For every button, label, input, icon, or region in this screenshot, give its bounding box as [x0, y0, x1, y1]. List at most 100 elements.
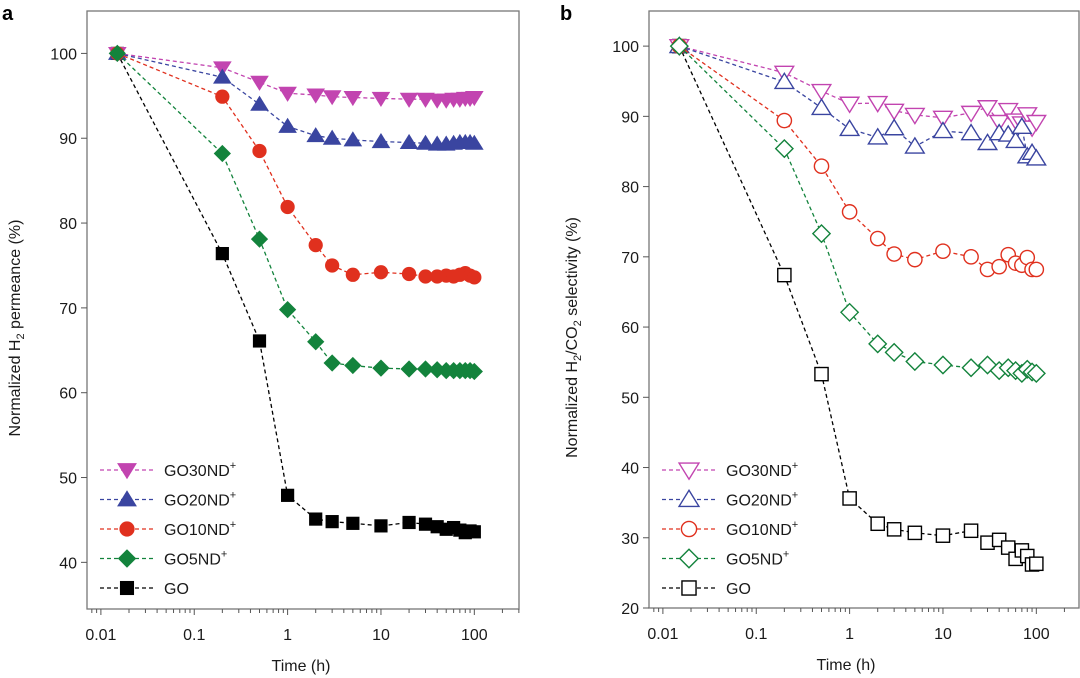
square-marker-icon	[119, 580, 135, 596]
series-go5nd	[669, 36, 1046, 384]
data-point	[322, 90, 342, 106]
series-go30nd	[668, 38, 1047, 138]
series-go	[672, 38, 1044, 572]
data-point	[374, 519, 388, 533]
x-tick-label: 0.01	[85, 627, 116, 644]
data-point	[933, 355, 953, 375]
triangle-down-marker-icon	[117, 463, 137, 480]
data-point	[960, 123, 982, 141]
data-point	[813, 158, 830, 175]
legend-label: GO20ND+	[726, 490, 798, 510]
x-tick-label: 100	[461, 627, 488, 644]
data-point	[810, 97, 833, 116]
circle-marker-icon	[680, 520, 698, 538]
legend-item: GO30ND+	[662, 460, 798, 481]
data-point	[343, 131, 363, 147]
panel-letter: b	[560, 3, 572, 25]
data-point	[213, 144, 231, 163]
data-point	[669, 36, 689, 56]
series-line	[678, 45, 1037, 375]
data-point	[307, 333, 325, 351]
data-point	[215, 89, 230, 104]
legend-item: GO	[662, 580, 751, 598]
data-point	[870, 516, 886, 532]
data-point	[467, 525, 481, 539]
data-point	[278, 117, 297, 133]
data-point	[814, 366, 829, 382]
data-point	[869, 230, 886, 247]
legend: GO30ND+ GO20ND+ GO10ND+ GO5ND+ GO	[100, 460, 236, 598]
data-point	[886, 246, 902, 262]
data-point	[308, 237, 323, 253]
data-point	[773, 71, 795, 90]
legend-item: GO5ND+	[662, 548, 789, 569]
data-point	[344, 356, 362, 375]
data-point	[108, 44, 126, 63]
data-point	[325, 258, 340, 273]
data-point	[963, 523, 979, 539]
legend-label: GO20ND+	[164, 490, 236, 510]
data-point	[213, 68, 232, 84]
data-point	[322, 129, 342, 145]
y-axis-title: Normalized H2 permeance (%)	[7, 220, 27, 437]
data-point	[418, 517, 433, 531]
plot-frame	[86, 10, 520, 610]
series-line	[116, 52, 475, 373]
data-point	[932, 110, 954, 128]
x-axis-title: Time (h)	[272, 658, 331, 675]
data-point	[883, 118, 905, 136]
data-point	[399, 92, 419, 108]
data-point	[960, 105, 982, 123]
legend: GO30ND+ GO20ND+ GO10ND+ GO5ND+ GO	[662, 460, 798, 598]
y-axis: 20 30 40 50 60 70 80 90 100 Normalized H2/CO2 sel…	[564, 39, 649, 618]
data-point	[886, 522, 902, 537]
y-tick-label: 80	[59, 216, 77, 233]
triangle-up-marker-icon	[117, 490, 137, 507]
data-point	[1028, 261, 1045, 278]
data-point	[777, 267, 792, 283]
data-point	[401, 266, 417, 282]
series-line	[679, 45, 1037, 129]
data-point	[371, 133, 391, 149]
y-tick-label: 90	[59, 131, 77, 148]
y-tick-label: 70	[621, 250, 639, 267]
data-point	[867, 95, 889, 113]
legend-item: GO	[100, 580, 189, 598]
data-point	[1025, 148, 1047, 166]
legend-item: GO20ND+	[662, 488, 798, 510]
legend-label: GO30ND+	[164, 460, 236, 480]
data-point	[839, 119, 861, 137]
data-point	[465, 134, 484, 150]
square-marker-icon	[681, 580, 697, 596]
legend-label: GO30ND+	[726, 460, 798, 480]
data-point	[402, 515, 416, 530]
series-line	[679, 45, 1037, 159]
y-tick-label: 80	[621, 180, 639, 197]
data-point	[839, 302, 860, 322]
data-point	[465, 362, 483, 381]
x-axis: 0.01 0.1 1 10 100 Time (h)	[85, 609, 520, 675]
data-point	[883, 103, 905, 121]
data-point	[991, 258, 1007, 275]
legend-label: GO10ND+	[726, 519, 798, 539]
chart-panel-a: a 0.01 0.1 1 10 100 Time (h) 40 50 60 70 80 90 100 Nor…	[2, 3, 520, 675]
data-point	[465, 91, 484, 107]
series-line	[116, 53, 475, 534]
y-tick-label: 40	[621, 461, 639, 478]
data-point	[280, 199, 295, 215]
x-tick-label: 0.1	[745, 626, 767, 643]
data-point	[997, 102, 1019, 120]
data-point	[418, 269, 433, 284]
x-tick-label: 100	[1023, 626, 1050, 643]
data-point	[839, 96, 861, 114]
data-point	[306, 88, 326, 104]
series-go10nd	[671, 38, 1045, 278]
data-point	[323, 354, 341, 372]
data-point	[345, 267, 360, 282]
legend-item: GO10ND+	[100, 519, 236, 539]
legend-label: GO5ND+	[164, 549, 227, 569]
triangle-down-marker-icon	[677, 462, 701, 481]
data-point	[868, 334, 888, 354]
data-point	[467, 270, 482, 285]
